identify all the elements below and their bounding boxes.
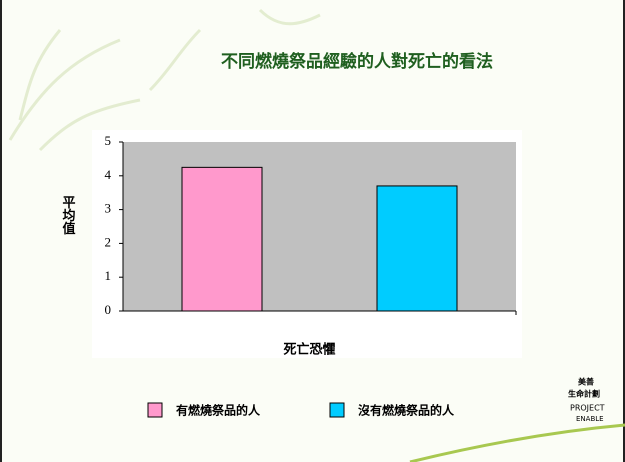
logo-text: 生命計劃 [568, 389, 600, 399]
decoration [8, 8, 321, 152]
y-tick-label: 1 [105, 268, 112, 283]
logo: 美善 生命計劃 PROJECT ENABLE [568, 377, 605, 424]
swoosh [409, 423, 625, 462]
y-tick-label: 0 [105, 302, 112, 317]
bar [376, 185, 458, 312]
y-axis-label: 平均值 [60, 196, 76, 236]
y-tick-label: 3 [105, 201, 112, 216]
legend-label: 有燃燒祭品的人 [176, 403, 261, 418]
y-tick-label: 2 [105, 234, 112, 249]
chart-title: 不同燃燒祭品經驗的人對死亡的看法 [221, 51, 493, 72]
legend-swatch [329, 402, 345, 418]
logo-text: ENABLE [576, 415, 604, 423]
legend-label: 沒有燃燒祭品的人 [358, 403, 455, 418]
logo-text: PROJECT [570, 404, 605, 413]
logo-text: 美善 [578, 377, 594, 387]
y-tick-label: 4 [105, 167, 112, 182]
legend-swatch [147, 402, 163, 418]
bar [181, 166, 263, 312]
y-tick-label: 5 [105, 133, 112, 148]
x-tick-label: 死亡恐懼 [283, 342, 335, 358]
